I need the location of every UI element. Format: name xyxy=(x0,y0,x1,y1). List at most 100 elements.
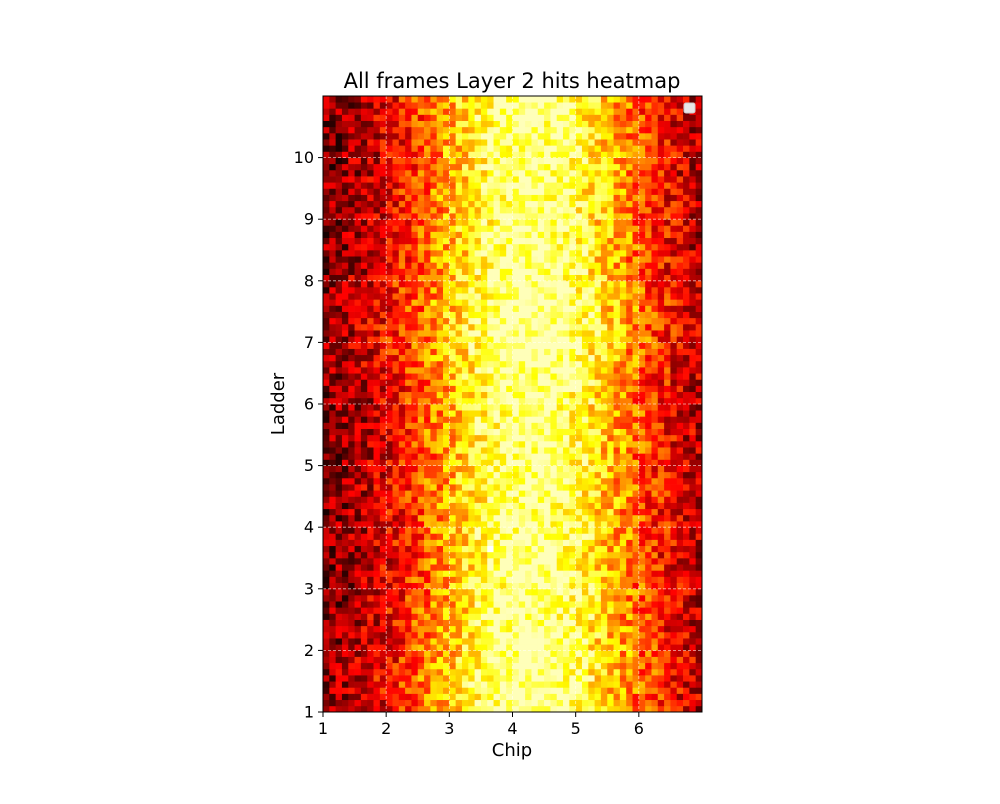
heatmap-cell xyxy=(638,323,646,331)
heatmap-cell xyxy=(424,477,431,485)
heatmap-cell xyxy=(588,607,595,614)
heatmap-cell xyxy=(499,453,507,460)
heatmap-cell xyxy=(689,625,697,633)
heatmap-cell xyxy=(544,311,551,319)
heatmap-cell xyxy=(360,280,368,288)
heatmap-cell xyxy=(493,237,501,245)
heatmap-cell xyxy=(373,502,381,510)
heatmap-cell xyxy=(531,453,539,460)
heatmap-cell xyxy=(392,490,400,497)
heatmap-cell xyxy=(613,619,621,627)
heatmap-cell xyxy=(354,545,362,553)
heatmap-cell xyxy=(689,662,697,670)
heatmap-cell xyxy=(430,305,438,312)
heatmap-cell xyxy=(657,256,665,263)
heatmap-cell xyxy=(613,662,621,670)
heatmap-cell xyxy=(386,656,393,664)
heatmap-cell xyxy=(670,348,678,356)
heatmap-cell xyxy=(689,508,697,516)
heatmap-cell xyxy=(493,262,501,269)
heatmap-cell xyxy=(341,373,349,380)
heatmap-cell xyxy=(537,613,545,620)
heatmap-cell xyxy=(619,662,627,670)
heatmap-cell xyxy=(512,354,520,362)
heatmap-cell xyxy=(537,638,545,645)
heatmap-cell xyxy=(379,440,387,448)
heatmap-cell xyxy=(506,342,513,349)
heatmap-cell xyxy=(461,465,469,473)
heatmap-cell xyxy=(335,490,343,497)
heatmap-cell xyxy=(695,588,703,596)
heatmap-cell xyxy=(607,434,614,442)
heatmap-cell xyxy=(670,379,678,386)
heatmap-cell xyxy=(525,668,532,676)
heatmap-cell xyxy=(537,471,545,479)
heatmap-cell xyxy=(348,539,355,547)
heatmap-cell xyxy=(588,514,595,522)
heatmap-cell xyxy=(455,705,463,713)
heatmap-cell xyxy=(531,250,539,257)
heatmap-cell xyxy=(544,404,551,411)
heatmap-cell xyxy=(398,200,406,208)
heatmap-cell xyxy=(323,558,330,565)
heatmap-cell xyxy=(588,440,595,448)
heatmap-cell xyxy=(461,638,469,645)
heatmap-cell xyxy=(386,459,393,466)
heatmap-cell xyxy=(537,508,545,516)
heatmap-cell xyxy=(487,225,494,232)
heatmap-cell xyxy=(468,410,475,417)
heatmap-cell xyxy=(695,354,703,362)
heatmap-cell xyxy=(525,453,532,460)
heatmap-cell xyxy=(607,397,614,405)
heatmap-cell xyxy=(632,477,640,485)
heatmap-cell xyxy=(348,459,355,466)
heatmap-cell xyxy=(499,311,507,319)
heatmap-cell xyxy=(512,681,520,688)
heatmap-cell xyxy=(638,613,646,620)
heatmap-cell xyxy=(480,681,488,688)
heatmap-cell xyxy=(468,280,475,288)
heatmap-cell xyxy=(436,656,444,664)
heatmap-cell xyxy=(683,200,690,208)
heatmap-cell xyxy=(638,564,646,571)
heatmap-cell xyxy=(676,601,684,608)
heatmap-cell xyxy=(487,422,494,429)
heatmap-cell xyxy=(556,262,564,269)
heatmap-cell xyxy=(581,293,589,300)
heatmap-cell xyxy=(670,262,678,269)
heatmap-cell xyxy=(468,213,475,220)
heatmap-cell xyxy=(455,527,463,534)
heatmap-cell xyxy=(329,477,336,485)
heatmap-cell xyxy=(379,262,387,269)
heatmap-cell xyxy=(581,243,589,251)
heatmap-cell xyxy=(619,373,627,380)
heatmap-cell xyxy=(341,434,349,442)
heatmap-cell xyxy=(619,502,627,510)
heatmap-cell xyxy=(461,243,469,251)
heatmap-cell xyxy=(499,213,507,220)
heatmap-cell xyxy=(323,539,330,547)
heatmap-cell xyxy=(651,330,659,337)
heatmap-cell xyxy=(657,576,665,583)
heatmap-cell xyxy=(550,681,558,688)
heatmap-cell xyxy=(531,200,539,208)
heatmap-cell xyxy=(588,311,595,319)
heatmap-cell xyxy=(455,490,463,497)
heatmap-cell xyxy=(379,237,387,245)
heatmap-cell xyxy=(461,280,469,288)
heatmap-cell xyxy=(480,262,488,269)
heatmap-cell xyxy=(499,675,507,682)
heatmap-cell xyxy=(550,373,558,380)
heatmap-cell xyxy=(487,440,494,448)
heatmap-cell xyxy=(670,625,678,633)
heatmap-cell xyxy=(493,274,501,282)
heatmap-cell xyxy=(436,564,444,571)
heatmap-cell xyxy=(645,681,652,688)
heatmap-cell xyxy=(588,558,595,565)
heatmap-cell xyxy=(405,391,412,399)
heatmap-cell xyxy=(575,286,583,294)
heatmap-cell xyxy=(676,268,684,275)
heatmap-cell xyxy=(683,656,690,664)
heatmap-cell xyxy=(638,675,646,682)
heatmap-cell xyxy=(348,428,355,436)
